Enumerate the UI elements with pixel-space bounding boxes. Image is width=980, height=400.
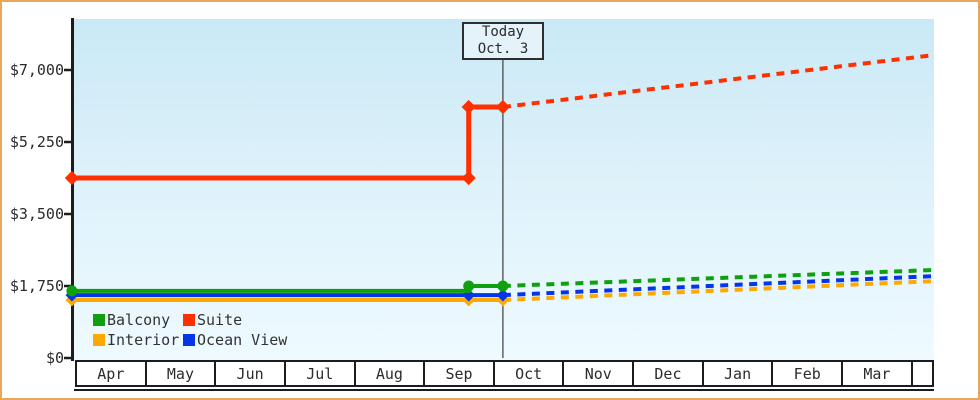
axis-bottom-line <box>74 389 934 391</box>
legend-item-interior: Interior <box>93 330 183 349</box>
legend-label-balcony: Balcony <box>107 310 171 329</box>
month-cell-mar: Mar <box>843 362 913 385</box>
y-tick-label-2: $3,500 <box>9 205 64 223</box>
suite-swatch-icon <box>183 313 195 326</box>
month-cell-dec: Dec <box>634 362 704 385</box>
month-cell-jan: Jan <box>704 362 774 385</box>
legend-item-suite: Suite <box>183 310 287 329</box>
interior-swatch-icon <box>93 333 105 346</box>
y-tick-label-0: $0 <box>45 349 64 367</box>
month-cell-sep: Sep <box>425 362 495 385</box>
month-cell-oct: Oct <box>495 362 565 385</box>
y-axis-line <box>71 18 74 361</box>
legend-item-balcony: Balcony <box>93 310 183 329</box>
today-annotation-line2: Oct. 3 <box>477 41 529 57</box>
today-annotation-line1: Today <box>481 24 525 40</box>
y-tick-label-4: $7,000 <box>9 61 64 79</box>
month-cell-aug: Aug <box>356 362 426 385</box>
legend-label-ocean-view: Ocean View <box>197 330 288 349</box>
balcony-swatch-icon <box>93 313 105 326</box>
legend-item-ocean-view: Ocean View <box>183 330 288 349</box>
month-cell-jun: Jun <box>216 362 286 385</box>
month-cell-nov: Nov <box>564 362 635 385</box>
month-cell-partial <box>913 362 932 385</box>
month-cell-feb: Feb <box>773 362 844 385</box>
legend: Balcony Suite Interior Ocean View <box>93 310 288 349</box>
month-cell-apr: Apr <box>77 362 147 385</box>
month-cell-may: May <box>147 362 217 385</box>
y-tick-label-3: $5,250 <box>9 133 64 151</box>
x-axis-month-band: Apr May Jun Jul Aug Sep Oct Nov Dec Jan … <box>75 360 934 387</box>
month-cell-jul: Jul <box>286 362 356 385</box>
legend-label-interior: Interior <box>107 330 180 349</box>
legend-label-suite: Suite <box>197 310 243 329</box>
today-annotation-box: Today Oct. 3 <box>462 22 544 60</box>
ocean-view-swatch-icon <box>183 333 195 346</box>
y-tick-label-1: $1,750 <box>9 277 64 295</box>
plot-area <box>74 19 934 360</box>
